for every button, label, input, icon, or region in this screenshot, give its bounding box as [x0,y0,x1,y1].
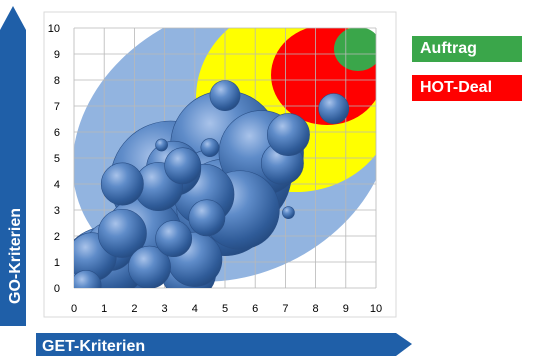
y-axis-label: GO-Kriterien [7,208,24,304]
y-tick-label: 2 [54,231,60,243]
x-tick-label: 9 [343,303,349,315]
x-tick-label: 3 [162,303,168,315]
x-tick-label: 1 [101,303,107,315]
bubble-point [318,93,350,125]
y-tick-label: 1 [54,257,60,269]
x-axis-label: GET-Kriterien [42,338,145,355]
x-tick-label: 4 [192,303,198,315]
bubble-point [97,208,147,258]
y-tick-label: 3 [54,205,60,217]
x-tick-label: 0 [71,303,77,315]
x-tick-label: 6 [252,303,258,315]
bubble-point [282,206,295,219]
y-tick-label: 10 [48,23,60,35]
x-tick-labels: 0 1 2 3 4 5 6 7 8 9 10 [71,303,382,315]
y-tick-label: 4 [54,179,60,191]
x-tick-label: 8 [313,303,319,315]
x-axis-arrow [36,333,412,356]
y-axis-arrow [0,6,26,326]
bubble-point [188,199,226,237]
y-tick-label: 8 [54,75,60,87]
bubble-point [155,220,193,258]
y-tick-label: 6 [54,127,60,139]
y-tick-labels: 0 1 2 3 4 5 6 7 8 9 10 [48,23,60,295]
y-tick-label: 9 [54,49,60,61]
bubble-point [74,270,102,288]
bubble-point [155,138,168,152]
legend-hot-deal: HOT-Deal [412,75,522,101]
x-tick-label: 7 [282,303,288,315]
y-tick-label: 5 [54,153,60,165]
x-tick-label: 5 [222,303,228,315]
bubble-point [164,147,202,185]
x-tick-label: 10 [370,303,382,315]
bubble-point [266,113,310,157]
bubble-point [200,138,220,157]
zone-green [334,28,376,71]
legend-auftrag: Auftrag [412,36,522,62]
bubbles [74,80,350,288]
y-tick-label: 0 [54,283,60,295]
y-tick-label: 7 [54,101,60,113]
bubble-point [100,162,144,206]
bubble-point [209,80,241,112]
bubble-point [128,245,171,288]
x-tick-label: 2 [131,303,137,315]
